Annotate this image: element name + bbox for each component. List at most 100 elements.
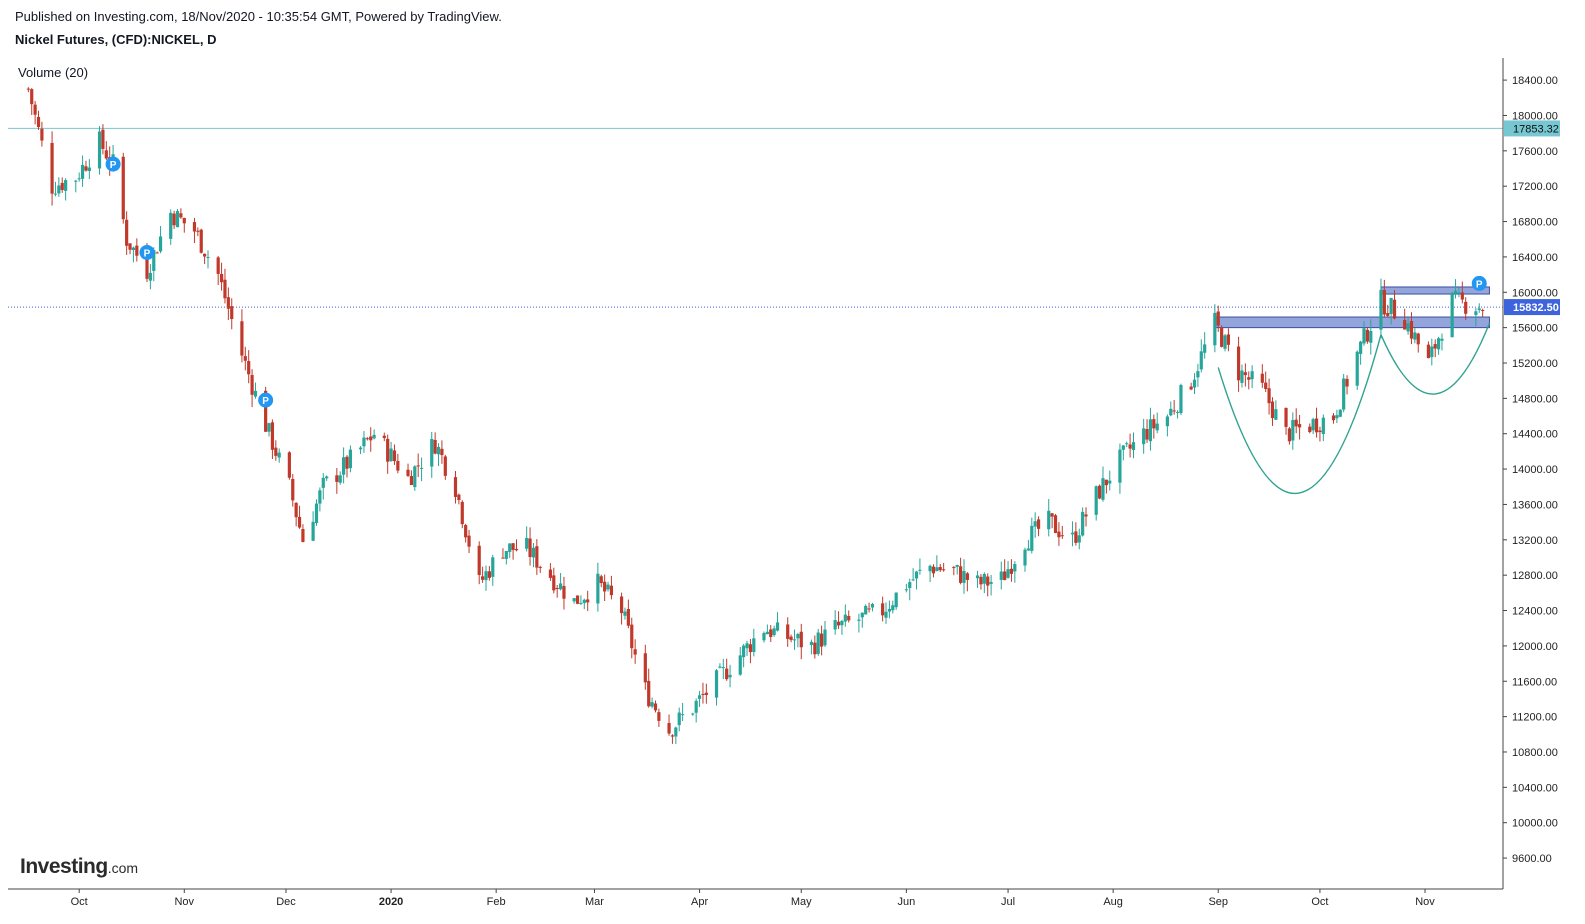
candle xyxy=(582,598,586,610)
candle-body xyxy=(1270,401,1275,419)
candle xyxy=(1077,528,1081,550)
x-tick-label: Mar xyxy=(585,896,604,908)
candle xyxy=(60,177,64,193)
candle-body xyxy=(721,667,725,669)
candle xyxy=(623,607,627,620)
candle xyxy=(199,228,203,254)
candle xyxy=(1294,408,1298,434)
candle xyxy=(148,264,152,290)
candle xyxy=(1406,317,1410,335)
candle-body xyxy=(982,573,986,584)
candle-body xyxy=(1335,415,1339,419)
candle xyxy=(175,209,180,228)
candle xyxy=(619,592,624,625)
candle xyxy=(935,555,939,572)
candle xyxy=(30,88,34,116)
candle xyxy=(491,554,495,586)
y-tick-label: 10400.00 xyxy=(1512,782,1558,794)
candle-body xyxy=(962,570,966,583)
candle-body xyxy=(226,297,230,309)
candle xyxy=(1243,363,1247,387)
candle xyxy=(362,431,366,453)
candle xyxy=(1013,561,1017,583)
candle-body xyxy=(908,582,912,589)
candle xyxy=(884,602,888,624)
candle xyxy=(287,451,291,480)
candle xyxy=(701,682,705,704)
candle-body xyxy=(1125,443,1129,445)
candle xyxy=(501,548,505,559)
candle xyxy=(1338,409,1342,418)
candle-body xyxy=(752,638,756,653)
candle xyxy=(57,177,61,197)
candle xyxy=(311,511,315,542)
y-tick-label: 12400.00 xyxy=(1512,606,1558,618)
candle xyxy=(250,369,254,408)
candle-body xyxy=(575,595,580,604)
candle xyxy=(101,124,105,155)
candle xyxy=(1264,371,1268,393)
candle xyxy=(626,599,630,629)
candle-body xyxy=(820,633,824,647)
y-tick-label: 14400.00 xyxy=(1512,429,1558,441)
candle-body xyxy=(1311,419,1315,431)
candle xyxy=(1392,289,1397,320)
candle xyxy=(467,529,471,554)
y-tick-label: 16000.00 xyxy=(1512,287,1558,299)
candle-body xyxy=(135,245,139,256)
candle-body xyxy=(84,166,88,171)
candle xyxy=(1240,364,1244,388)
candle xyxy=(1196,363,1200,387)
candle xyxy=(240,309,244,363)
candle xyxy=(1220,325,1224,348)
candle xyxy=(1101,466,1105,502)
candle-body xyxy=(1345,378,1349,387)
candle-body xyxy=(57,185,61,194)
candle xyxy=(575,595,580,605)
candle-body xyxy=(416,465,420,467)
candle-body xyxy=(128,243,132,250)
candle-body xyxy=(216,257,220,274)
candle xyxy=(406,463,410,478)
candle xyxy=(789,634,793,643)
candle xyxy=(738,647,742,676)
candle-body xyxy=(1003,571,1007,581)
candle xyxy=(1274,400,1278,420)
candle-body xyxy=(867,608,871,610)
candle xyxy=(572,597,576,604)
candle-body xyxy=(1118,449,1122,483)
candle-body xyxy=(535,546,539,568)
candle-body xyxy=(1413,332,1417,340)
candle xyxy=(409,470,414,486)
candle xyxy=(1430,338,1434,366)
candle-body xyxy=(1430,346,1434,358)
candle-body xyxy=(1416,333,1420,345)
publication-marker: P xyxy=(139,244,155,260)
candle xyxy=(891,600,895,614)
candle xyxy=(914,570,919,590)
candle-body xyxy=(1314,418,1319,433)
candle-body xyxy=(64,180,68,191)
candle xyxy=(1070,521,1075,547)
candle xyxy=(1084,507,1088,527)
candle-body xyxy=(362,437,366,447)
candle xyxy=(348,445,352,473)
candle-body xyxy=(911,579,915,581)
candle-body xyxy=(1152,419,1156,429)
candle xyxy=(1169,401,1173,417)
candle xyxy=(799,623,803,660)
candle-body xyxy=(1294,419,1298,427)
candle xyxy=(169,209,173,245)
candle xyxy=(1074,522,1078,546)
candle xyxy=(436,443,441,467)
candle xyxy=(647,668,651,708)
candle xyxy=(514,539,519,552)
candle-body xyxy=(1318,430,1322,433)
candle xyxy=(531,543,536,568)
candle-body xyxy=(728,674,732,678)
candle-body xyxy=(131,247,136,251)
candles-layer xyxy=(26,87,1485,744)
candle xyxy=(694,698,698,723)
candle xyxy=(1433,339,1437,358)
